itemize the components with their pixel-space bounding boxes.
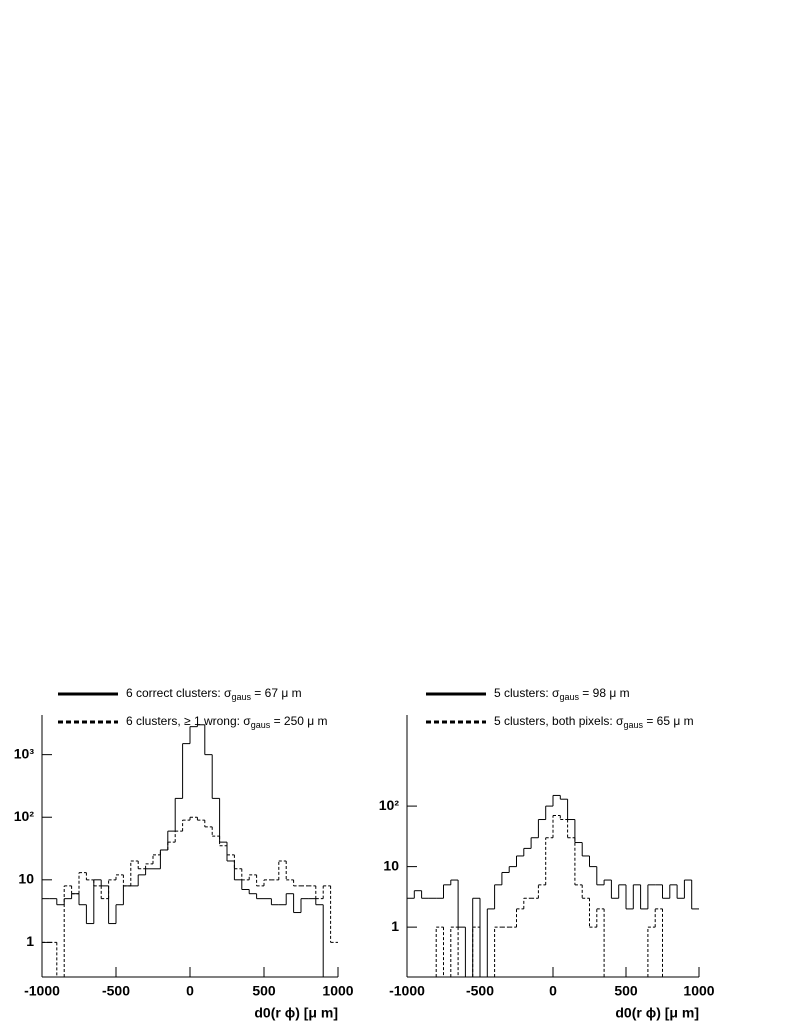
x-tick-label: 1000 (683, 983, 714, 999)
x-tick-label: 500 (614, 983, 638, 999)
legend-text: 5 clusters, both pixels: σ (494, 714, 624, 728)
legend-label: 5 clusters: σgaus = 98 μ m (494, 686, 630, 702)
y-tick-label: 10² (379, 797, 400, 813)
x-tick-label: -500 (102, 983, 130, 999)
x-tick-label: 500 (252, 983, 276, 999)
legend-text: 6 correct clusters: σ (126, 686, 232, 700)
y-tick-label: 10³ (14, 745, 35, 761)
legend-label: 6 clusters, ≥ 1 wrong: σgaus = 250 μ m (126, 714, 328, 730)
legend-text: gaus (559, 692, 579, 702)
x-tick-label: 0 (549, 983, 557, 999)
x-axis-label: d0(r ϕ) [μ m] (254, 1005, 338, 1021)
legend-text: 6 clusters, ≥ 1 wrong: σ (126, 714, 251, 728)
plot-area (42, 724, 338, 977)
x-axis-label: d0(r ϕ) [μ m] (615, 1005, 699, 1021)
x-tick-label: 1000 (322, 983, 353, 999)
x-tick-label: -1000 (389, 983, 425, 999)
legend-label: 6 correct clusters: σgaus = 67 μ m (126, 686, 302, 702)
y-tick-label: 10 (18, 871, 34, 887)
plot-area (407, 794, 699, 977)
x-tick-label: -1000 (24, 983, 60, 999)
legend-text: gaus (251, 720, 271, 730)
legend-text: = 65 μ m (643, 714, 694, 728)
legend-text: gaus (231, 692, 251, 702)
legend-text: = 250 μ m (270, 714, 327, 728)
y-tick-label: 1 (26, 933, 34, 949)
y-tick-label: 10² (14, 808, 35, 824)
y-tick-label: 10 (383, 857, 399, 873)
legend-text: 5 clusters: σ (494, 686, 560, 700)
legend-text: = 98 μ m (579, 686, 630, 700)
legend-text: = 67 μ m (251, 686, 302, 700)
legend-label: 5 clusters, both pixels: σgaus = 65 μ m (494, 714, 694, 730)
y-tick-label: 1 (391, 918, 399, 934)
x-tick-label: -500 (466, 983, 494, 999)
legend-text: gaus (623, 720, 643, 730)
x-tick-label: 0 (186, 983, 194, 999)
